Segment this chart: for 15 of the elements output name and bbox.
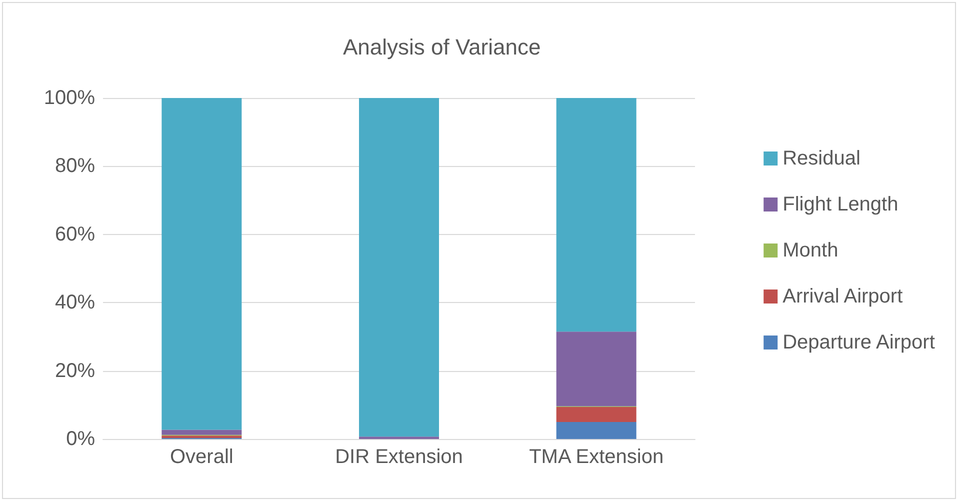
chart-title: Analysis of Variance <box>343 34 541 60</box>
legend-label: Month <box>782 240 838 262</box>
x-tick-label: DIR Extension <box>335 446 463 468</box>
y-tick-label: 60% <box>54 223 96 246</box>
x-tick-label: Overall <box>170 446 234 468</box>
x-tick-label: TMA Extension <box>529 446 664 468</box>
legend-label: Arrival Airport <box>782 286 904 308</box>
legend-label: Flight Length <box>782 194 898 216</box>
legend-label: Departure Airport <box>782 332 936 354</box>
y-tick-label: 100% <box>44 87 96 109</box>
legend-label: Residual <box>782 148 860 170</box>
y-tick-label: 20% <box>54 360 96 382</box>
y-tick-label: 80% <box>54 155 96 178</box>
y-tick-label: 40% <box>54 292 96 314</box>
y-tick-label: 0% <box>66 428 96 450</box>
